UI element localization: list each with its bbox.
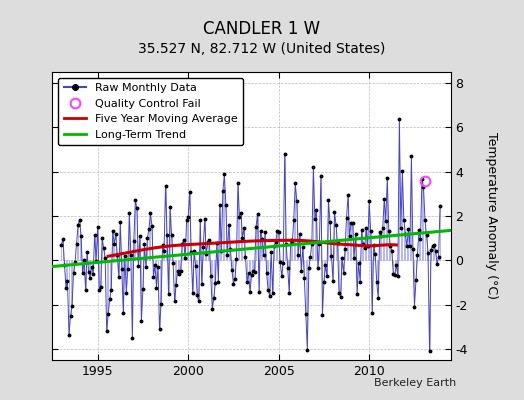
Text: 35.527 N, 82.712 W (United States): 35.527 N, 82.712 W (United States) xyxy=(138,42,386,56)
Legend: Raw Monthly Data, Quality Control Fail, Five Year Moving Average, Long-Term Tren: Raw Monthly Data, Quality Control Fail, … xyxy=(58,78,243,145)
Y-axis label: Temperature Anomaly (°C): Temperature Anomaly (°C) xyxy=(485,132,498,300)
Text: Berkeley Earth: Berkeley Earth xyxy=(374,378,456,388)
Text: CANDLER 1 W: CANDLER 1 W xyxy=(203,20,321,38)
